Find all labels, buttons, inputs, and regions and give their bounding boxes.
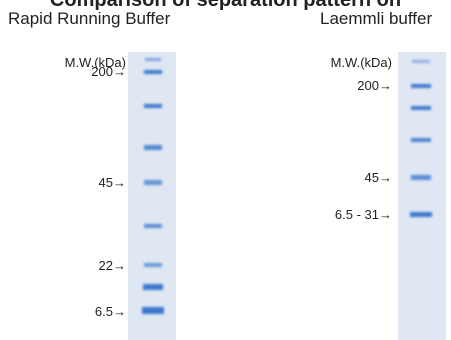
marker-label: 22→ — [99, 258, 126, 273]
marker-label: 200→ — [357, 78, 392, 93]
gel-lane — [398, 52, 446, 340]
page: {"header": {"title": "Comparison of sepa… — [0, 0, 451, 340]
marker-label: 6.5→ — [95, 304, 126, 319]
marker-label: 200→ — [91, 64, 126, 79]
gel-lane — [128, 52, 176, 340]
marker-label: M.W.(kDa) — [331, 55, 392, 70]
panel-title: Rapid Running Buffer — [8, 9, 170, 29]
marker-label: 45→ — [99, 175, 126, 190]
marker-label: 45→ — [365, 170, 392, 185]
panel-title: Laemmli buffer — [320, 9, 432, 29]
marker-label: 6.5 - 31→ — [335, 207, 392, 222]
